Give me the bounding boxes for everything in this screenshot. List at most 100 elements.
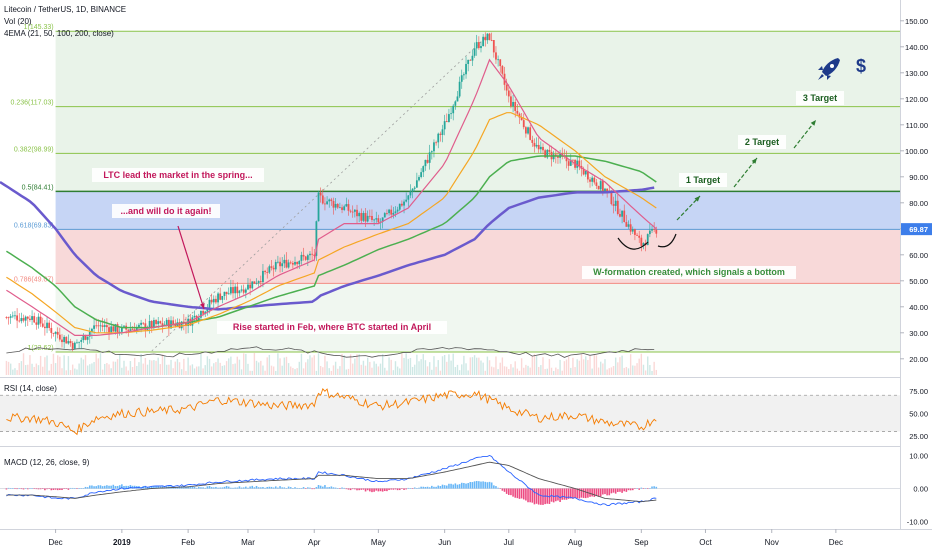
macd-histogram-bar bbox=[458, 484, 461, 489]
volume-bar bbox=[91, 363, 93, 375]
candle-body bbox=[91, 328, 93, 332]
volume-bar bbox=[298, 361, 300, 375]
volume-bar bbox=[614, 357, 617, 375]
volume-bar bbox=[266, 357, 268, 375]
annotation-target-3-bg bbox=[796, 91, 844, 105]
rsi-indicator-label[interactable]: RSI (14, close) bbox=[4, 384, 57, 393]
volume-bar bbox=[213, 363, 215, 375]
candle-body bbox=[41, 323, 44, 327]
macd-histogram-bar bbox=[612, 488, 615, 493]
candle-body bbox=[548, 149, 551, 152]
annotation-again[interactable]: ...and will do it again! bbox=[120, 206, 211, 216]
candle-body bbox=[529, 127, 532, 140]
annotation-rise[interactable]: Rise started in Feb, where BTC started i… bbox=[233, 322, 431, 332]
candle-body bbox=[405, 199, 408, 202]
volume-bar bbox=[270, 365, 273, 375]
candle-body bbox=[448, 114, 450, 123]
candle-body bbox=[584, 171, 587, 175]
macd-histogram-bar bbox=[260, 487, 262, 489]
volume-bar bbox=[78, 363, 80, 375]
chart-title[interactable]: Litecoin / TetherUS, 1D, BINANCE bbox=[4, 5, 127, 14]
fibonacci-retracement[interactable]: 1(145.33) 0.236(117.03) 0.382(98.99) 0.5(84… bbox=[11, 24, 900, 353]
volume-bar bbox=[557, 369, 559, 375]
annotation-target-2[interactable]: 2 Target bbox=[745, 137, 779, 147]
macd-histogram-bar bbox=[46, 488, 48, 490]
candle-body bbox=[43, 326, 46, 329]
annotation-target-3[interactable]: 3 Target bbox=[803, 93, 837, 103]
candle-body bbox=[212, 298, 215, 303]
candle-body bbox=[537, 144, 540, 150]
macd-histogram-bar bbox=[345, 488, 348, 490]
candle-body bbox=[33, 316, 36, 323]
candle-body bbox=[225, 291, 228, 295]
annotation-wformation-bg bbox=[582, 266, 796, 279]
candle-body bbox=[373, 219, 376, 221]
volume-indicator-label[interactable]: Vol (20) bbox=[4, 17, 32, 26]
volume-bar bbox=[501, 357, 504, 375]
volume-bar bbox=[123, 360, 125, 375]
candle-body bbox=[14, 315, 16, 317]
volume-bar bbox=[535, 356, 538, 375]
macd-histogram-bar bbox=[655, 486, 658, 489]
macd-histogram-bar bbox=[398, 488, 401, 491]
macd-histogram-bar bbox=[247, 487, 249, 489]
candle-body bbox=[651, 228, 653, 231]
macd-histogram-bar bbox=[493, 485, 495, 489]
current-price-label: 69.87 bbox=[909, 225, 928, 234]
volume-bar bbox=[653, 361, 655, 375]
macd-histogram-bar bbox=[475, 480, 478, 489]
volume-bar bbox=[495, 356, 497, 375]
candle-body bbox=[606, 188, 609, 191]
candle-body bbox=[279, 261, 281, 267]
time-axis[interactable]: Dec 2019 Feb Mar Apr May Jun Jul Aug Sep Oct Nov Dec bbox=[48, 529, 843, 547]
macd-histogram-bar bbox=[324, 485, 326, 489]
volume-bar bbox=[268, 354, 271, 375]
candle-body bbox=[394, 211, 397, 213]
macd-histogram-bar bbox=[638, 488, 640, 490]
macd-histogram-bar bbox=[497, 487, 499, 489]
macd-histogram-bar bbox=[409, 488, 412, 489]
volume-bar bbox=[119, 354, 121, 375]
macd-histogram-bar bbox=[644, 488, 647, 489]
macd-histogram-bar bbox=[445, 485, 448, 489]
macd-histogram-bar bbox=[584, 488, 587, 499]
candle-body bbox=[435, 142, 438, 144]
macd-histogram-bar bbox=[317, 485, 320, 489]
annotation-target-1[interactable]: 1 Target bbox=[686, 175, 720, 185]
candle-body bbox=[458, 81, 461, 97]
candle-body bbox=[11, 315, 14, 317]
candle-body bbox=[535, 144, 538, 147]
price-tick-label: 90.00 bbox=[909, 173, 928, 182]
macd-histogram-bar bbox=[599, 488, 602, 497]
macd-histogram-bar bbox=[649, 488, 651, 489]
volume-bar bbox=[296, 368, 298, 375]
volume-bar bbox=[161, 354, 164, 375]
annotation-spring[interactable]: LTC lead the market in the spring... bbox=[103, 170, 252, 180]
volume-bar bbox=[411, 366, 414, 375]
macd-histogram-bar bbox=[35, 488, 38, 490]
volume-bar bbox=[82, 359, 85, 375]
volume-bar bbox=[236, 356, 238, 375]
current-price-badge[interactable] bbox=[901, 223, 932, 236]
annotation-wformation[interactable]: W-formation created, which signals a bot… bbox=[593, 267, 785, 277]
volume-bar bbox=[381, 354, 384, 375]
volume-bar bbox=[5, 360, 8, 375]
volume-bar bbox=[570, 367, 572, 375]
annotations[interactable]: LTC lead the market in the spring... ...a… bbox=[92, 91, 844, 334]
ema-indicator-label[interactable]: 4EMA (21, 50, 100, 200, close) bbox=[4, 29, 114, 38]
candle-body bbox=[123, 325, 125, 327]
price-axis[interactable]: 150.00 140.00 130.00 120.00 110.00 100.00 90.0… bbox=[900, 17, 932, 364]
volume-bar bbox=[394, 361, 397, 375]
volume-bar bbox=[315, 370, 318, 375]
macd-histogram-bar bbox=[646, 488, 649, 489]
candle-body bbox=[264, 270, 266, 272]
macd-histogram-bar bbox=[56, 488, 59, 491]
price-tick-label: 40.00 bbox=[909, 303, 928, 312]
volume-bar bbox=[604, 359, 606, 375]
macd-histogram-bar bbox=[617, 488, 619, 492]
macd-indicator-label[interactable]: MACD (12, 26, close, 9) bbox=[4, 458, 90, 467]
volume-bar bbox=[450, 360, 452, 375]
volume-bar bbox=[505, 366, 508, 375]
fib-label: 1(145.33) bbox=[24, 24, 54, 31]
